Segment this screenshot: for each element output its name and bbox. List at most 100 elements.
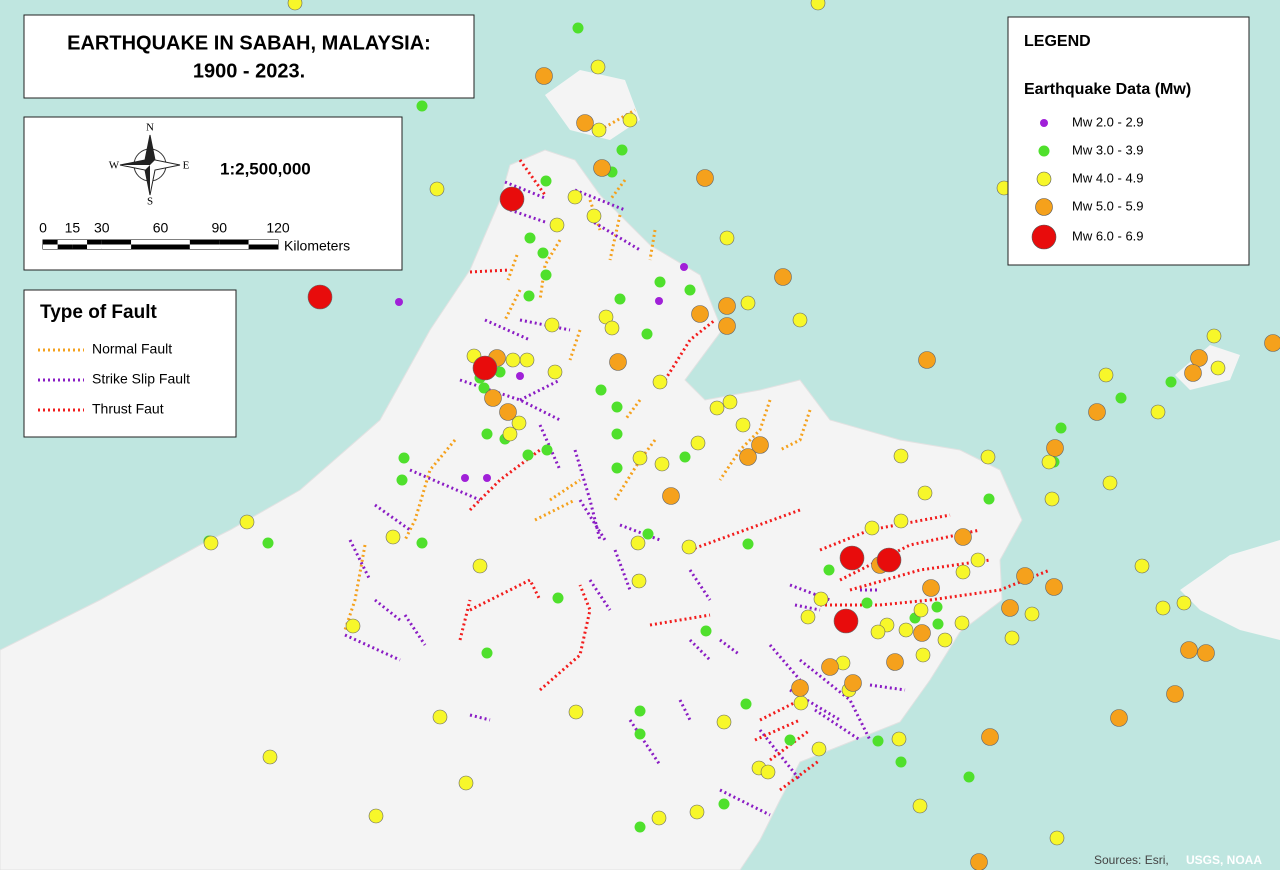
earthquake-marker	[591, 122, 607, 138]
earthquake-marker	[614, 293, 626, 305]
fault-line	[469, 713, 491, 722]
earthquake-marker	[1180, 641, 1198, 659]
fault-line	[504, 180, 546, 200]
earthquake-marker	[630, 535, 646, 551]
earthquake-marker	[691, 305, 709, 323]
earthquake-marker	[654, 456, 670, 472]
earthquake-marker	[655, 297, 663, 305]
earthquake-marker	[913, 602, 929, 618]
fault-line	[509, 208, 546, 224]
earthquake-marker	[1166, 685, 1184, 703]
earthquake-marker	[1155, 600, 1171, 616]
fault-line	[719, 788, 771, 817]
earthquake-marker	[793, 695, 809, 711]
earthquake-marker	[494, 366, 506, 378]
earthquake-marker	[823, 564, 835, 576]
earthquake-marker	[931, 601, 943, 613]
legend-marker	[1035, 198, 1053, 216]
fault-line	[503, 289, 522, 321]
fault-line	[588, 579, 612, 611]
earthquake-marker	[1165, 376, 1177, 388]
scale-segment	[43, 240, 58, 245]
fault-line	[678, 699, 692, 721]
earthquake-marker	[541, 444, 553, 456]
earthquake-marker	[590, 59, 606, 75]
earthquake-marker	[893, 513, 909, 529]
earthquake-marker	[1088, 403, 1106, 421]
legend-label: Mw 4.0 - 4.9	[1072, 170, 1144, 185]
fault-label: Normal Fault	[92, 341, 172, 357]
earthquake-marker	[980, 449, 996, 465]
scale-tick-label: 120	[266, 220, 290, 236]
earthquake-marker	[586, 208, 602, 224]
earthquake-marker	[461, 474, 469, 482]
scale-unit: Kilometers	[284, 238, 350, 254]
earthquake-marker	[1264, 334, 1280, 352]
earthquake-marker	[641, 328, 653, 340]
scale-segment	[219, 240, 249, 245]
earthquake-marker	[609, 353, 627, 371]
earthquake-marker	[700, 625, 712, 637]
earthquake-marker	[742, 538, 754, 550]
earthquake-marker	[634, 705, 646, 717]
fault-legend-box	[23, 289, 237, 438]
fault-label: Thrust Faut	[92, 401, 164, 417]
earthquake-marker	[1055, 422, 1067, 434]
earthquake-marker	[540, 269, 552, 281]
scale-segment	[87, 240, 102, 245]
fault-line	[613, 549, 632, 591]
earthquake-marker	[1184, 364, 1202, 382]
fault-line	[718, 399, 772, 481]
earthquake-marker	[922, 579, 940, 597]
earthquake-marker	[740, 295, 756, 311]
earthquake-marker	[593, 159, 611, 177]
earthquake-marker	[955, 564, 971, 580]
title-line: EARTHQUAKE IN SABAH, MALAYSIA:	[67, 32, 431, 54]
scale-segment	[43, 244, 58, 249]
scale-tick-label: 0	[39, 220, 47, 236]
compass-star-dark	[120, 135, 155, 195]
fault-legend: Normal Fault Strike Slip Fault Thrust Faut	[38, 341, 190, 417]
earthquake-marker	[1041, 454, 1057, 470]
earthquake-marker	[572, 22, 584, 34]
earthquake-marker	[516, 372, 524, 380]
island	[1180, 540, 1280, 640]
earthquake-marker	[604, 320, 620, 336]
compass-s: S	[147, 196, 153, 208]
earthquake-marker	[684, 284, 696, 296]
earthquake-marker	[1045, 578, 1063, 596]
fault-line	[799, 658, 872, 741]
earthquake-marker	[499, 186, 525, 212]
fault-line	[344, 633, 401, 662]
earthquake-marker	[876, 547, 902, 573]
scale-segment	[131, 240, 161, 245]
earthquake-marker	[537, 247, 549, 259]
sources-highlight: USGS, NOAA	[1186, 853, 1262, 867]
earthquake-marker	[970, 853, 988, 870]
legend-box	[1007, 16, 1250, 266]
fault-line	[458, 599, 472, 641]
earthquake-marker	[811, 741, 827, 757]
earthquake-marker	[395, 298, 403, 306]
fault-legend-title: Type of Fault	[40, 302, 157, 323]
magnitude-legend: Mw 2.0 - 2.9 Mw 3.0 - 3.9 Mw 4.0 - 4.9 Mw 5…	[1031, 114, 1144, 250]
earthquake-marker	[1024, 606, 1040, 622]
earthquake-marker	[1115, 392, 1127, 404]
earthquake-marker	[481, 647, 493, 659]
legend-label: Mw 6.0 - 6.9	[1072, 228, 1144, 243]
legend-title: LEGEND	[1024, 33, 1091, 50]
scale-tick-label: 60	[153, 220, 169, 236]
earthquake-marker	[844, 674, 862, 692]
earthquake-marker	[810, 0, 826, 11]
fault-line	[484, 318, 531, 342]
earthquake-marker	[611, 428, 623, 440]
earthquake-marker	[893, 448, 909, 464]
scale-segment	[131, 244, 161, 249]
earthquake-marker	[791, 679, 809, 697]
earthquake-marker	[1134, 558, 1150, 574]
earthquake-marker	[368, 808, 384, 824]
earthquake-marker	[718, 317, 736, 335]
legend-marker	[1040, 119, 1048, 127]
fault-line	[794, 603, 821, 612]
earthquake-marker	[679, 451, 691, 463]
